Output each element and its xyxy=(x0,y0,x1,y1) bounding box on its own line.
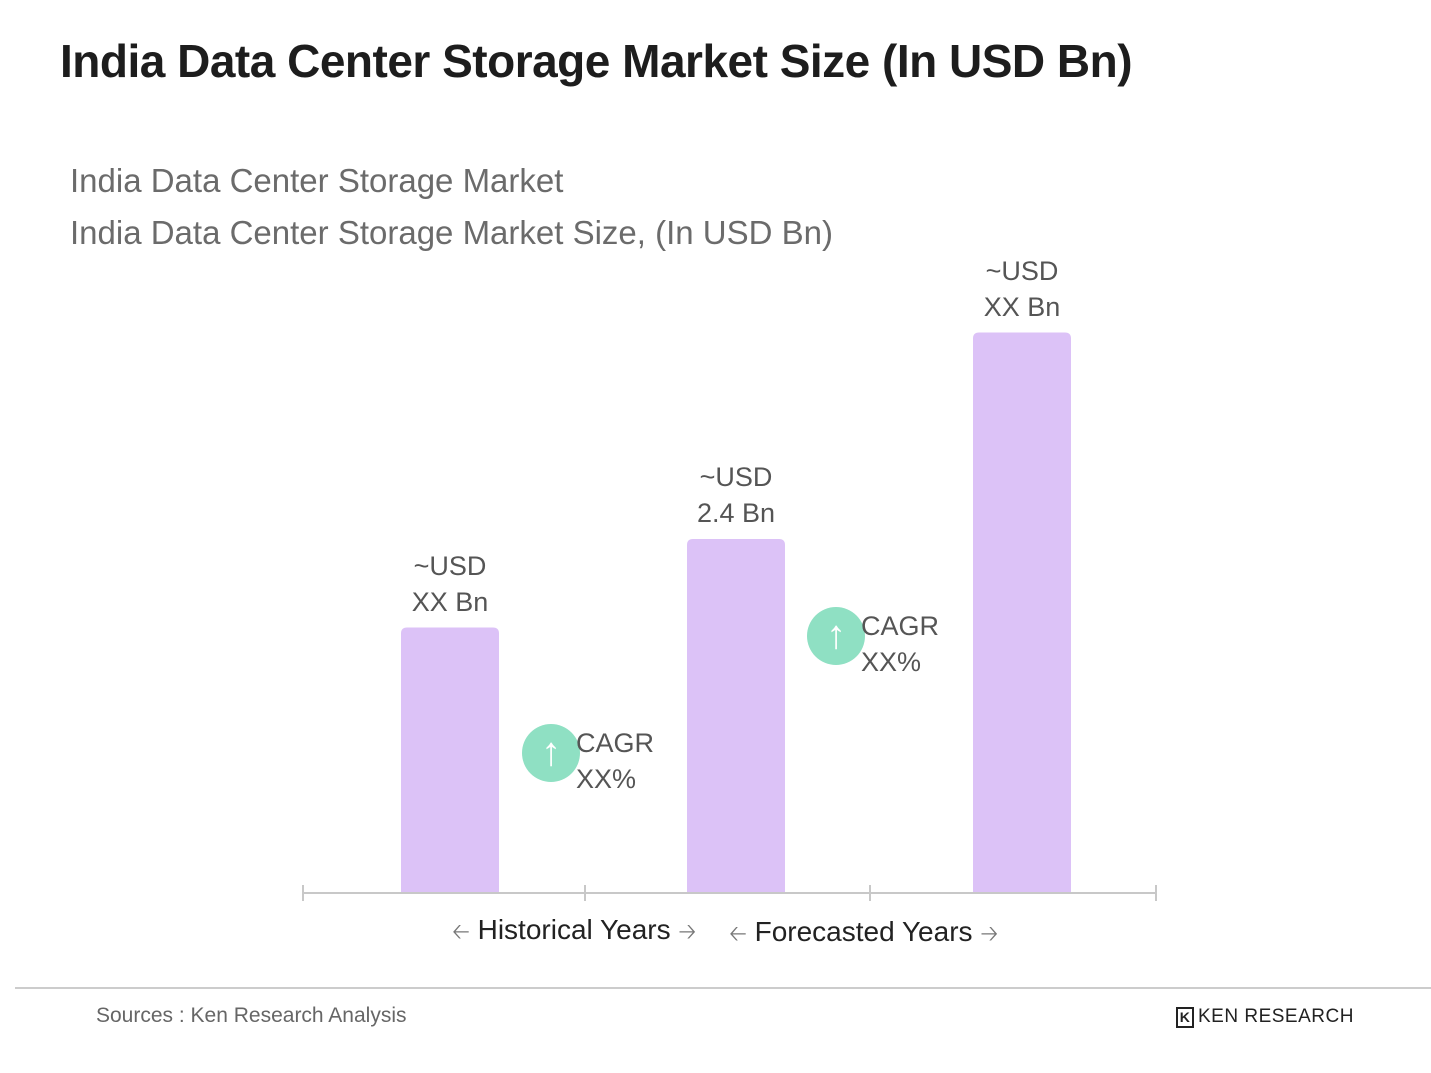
page-title: India Data Center Storage Market Size (I… xyxy=(60,35,1133,87)
cagr-label: CAGR XX% xyxy=(576,725,654,797)
ken-research-logo: K KEN RESEARCH xyxy=(1176,1006,1354,1028)
arrow-right-icon: 🡢 xyxy=(980,921,999,946)
cagr-label: CAGR xyxy=(576,728,655,758)
x-group-forecasted: 🡠 Forecasted Years 🡢 xyxy=(729,916,998,955)
source-note: Sources : Ken Research Analysis xyxy=(96,1004,407,1027)
data-label-line: ~USD xyxy=(985,255,1059,286)
chart-subtitle: India Data Center Storage Market xyxy=(70,162,564,199)
bar xyxy=(401,627,499,893)
arrow-up-icon: ↑ xyxy=(522,724,580,782)
data-label-line: XX Bn xyxy=(411,586,489,617)
x-group-label: Historical Years xyxy=(477,914,671,945)
cagr-label: CAGR xyxy=(861,611,940,641)
cagr-label: CAGR XX% xyxy=(861,608,939,680)
footer-divider xyxy=(15,987,1431,989)
bar xyxy=(973,332,1071,893)
data-label: ~USD 2.4 Bn xyxy=(636,459,836,531)
logo-text: KEN RESEARCH xyxy=(1198,1006,1354,1027)
arrow-left-icon: 🡠 xyxy=(452,919,470,944)
data-label-line: ~USD xyxy=(699,462,773,492)
arrow-up-icon: ↑ xyxy=(807,607,865,665)
arrow-left-icon: 🡠 xyxy=(729,921,747,946)
bar xyxy=(687,539,785,893)
data-label-line: 2.4 Bn xyxy=(696,498,776,528)
cagr-value: XX% xyxy=(861,647,922,677)
data-label: ~USD XX Bn xyxy=(350,548,550,620)
logo-mark-icon: K xyxy=(1176,1007,1194,1028)
data-label-line: XX Bn xyxy=(983,291,1061,322)
x-group-label: Forecasted Years xyxy=(754,916,973,947)
cagr-value: XX% xyxy=(576,764,637,794)
data-label: ~USD XX Bn xyxy=(922,253,1122,325)
x-group-historical: 🡠 Historical Years 🡢 xyxy=(452,914,696,953)
arrow-right-icon: 🡢 xyxy=(678,919,697,944)
chart-subtitle-2: India Data Center Storage Market Size, (… xyxy=(70,214,833,251)
data-label-line: ~USD xyxy=(413,550,487,581)
